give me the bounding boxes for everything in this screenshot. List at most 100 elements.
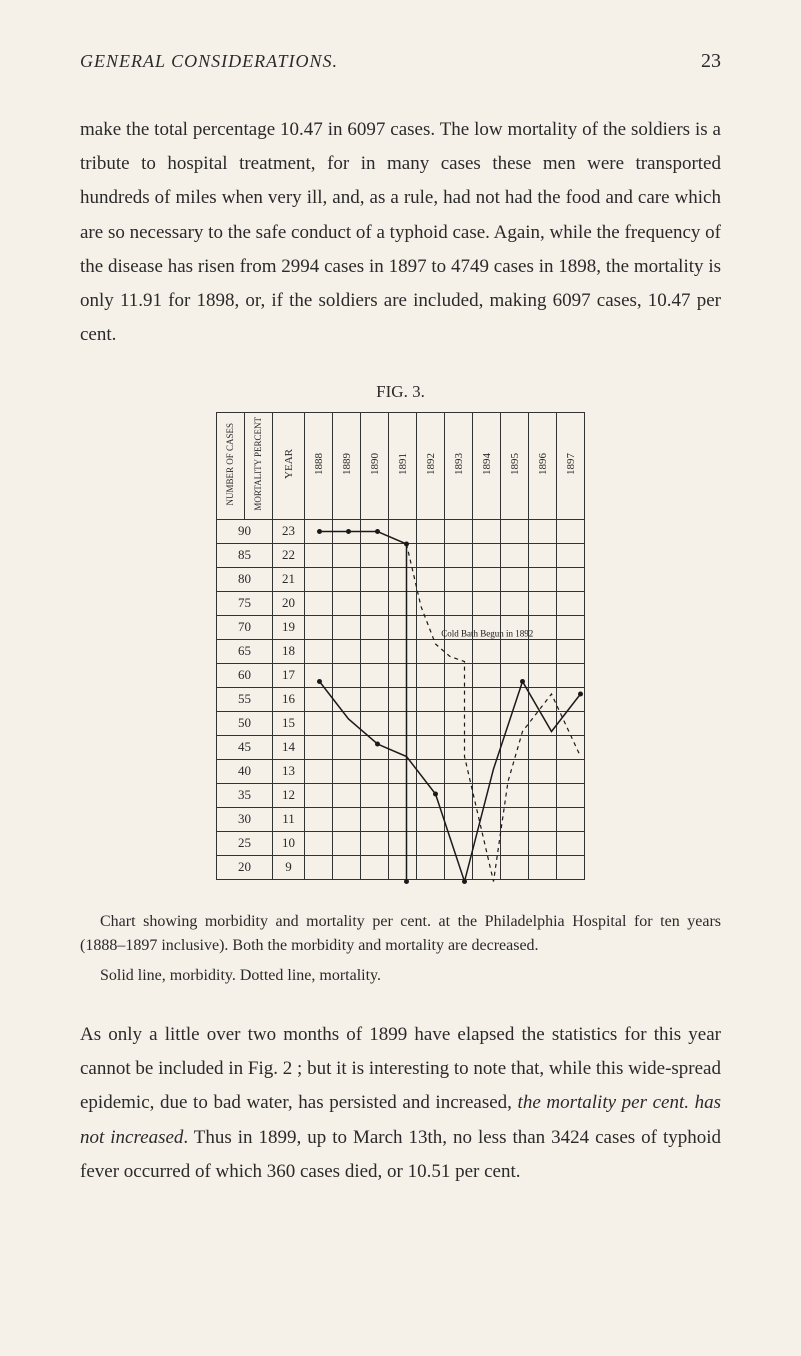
cases-cell: 20 — [217, 855, 273, 879]
grid-cell — [529, 711, 557, 735]
mortality-cell: 21 — [273, 567, 305, 591]
grid-cell — [333, 615, 361, 639]
grid-cell — [501, 831, 529, 855]
grid-cell — [361, 519, 389, 543]
grid-cell — [305, 615, 333, 639]
grid-cell — [417, 687, 445, 711]
grid-cell — [333, 783, 361, 807]
table-row: 7520 — [217, 591, 585, 615]
grid-cell — [417, 519, 445, 543]
grid-cell — [501, 735, 529, 759]
grid-cell — [361, 759, 389, 783]
cases-cell: 40 — [217, 759, 273, 783]
grid-cell — [445, 855, 473, 879]
grid-cell — [305, 687, 333, 711]
mortality-cell: 17 — [273, 663, 305, 687]
grid-cell — [501, 783, 529, 807]
grid-cell — [333, 639, 361, 663]
grid-cell — [473, 783, 501, 807]
grid-cell — [389, 519, 417, 543]
table-row: 4514 — [217, 735, 585, 759]
grid-cell — [361, 687, 389, 711]
mortality-cell: 11 — [273, 807, 305, 831]
grid-cell — [557, 519, 585, 543]
grid-cell — [501, 543, 529, 567]
grid-cell — [557, 639, 585, 663]
table-row: 3011 — [217, 807, 585, 831]
col-header-1894: 1894 — [473, 413, 501, 520]
col-header-1890: 1890 — [361, 413, 389, 520]
table-row: 5015 — [217, 711, 585, 735]
grid-cell — [557, 591, 585, 615]
chart-table: NUMBER OF CASES MORTALITY PERCENT YEAR 1… — [216, 412, 585, 880]
grid-cell — [305, 855, 333, 879]
grid-cell — [529, 759, 557, 783]
grid-cell — [445, 783, 473, 807]
grid-cell — [557, 831, 585, 855]
grid-cell — [333, 591, 361, 615]
grid-cell — [557, 543, 585, 567]
grid-cell — [305, 591, 333, 615]
grid-cell — [473, 591, 501, 615]
page-number: 23 — [701, 50, 721, 73]
running-title: GENERAL CONSIDERATIONS. — [80, 51, 338, 72]
grid-cell — [305, 831, 333, 855]
grid-cell — [389, 735, 417, 759]
mortality-cell: 22 — [273, 543, 305, 567]
grid-cell — [389, 783, 417, 807]
grid-cell — [417, 783, 445, 807]
grid-cell — [529, 783, 557, 807]
grid-cell — [417, 591, 445, 615]
grid-cell — [333, 663, 361, 687]
chart-container: NUMBER OF CASES MORTALITY PERCENT YEAR 1… — [80, 412, 721, 880]
grid-cell — [473, 807, 501, 831]
col-header-1891: 1891 — [389, 413, 417, 520]
grid-cell — [529, 687, 557, 711]
grid-cell — [529, 543, 557, 567]
table-row: 8522 — [217, 543, 585, 567]
grid-cell — [557, 567, 585, 591]
grid-cell — [501, 519, 529, 543]
chart-legend-text: Solid line, morbidity. Dotted line, mort… — [80, 964, 721, 988]
grid-cell — [305, 519, 333, 543]
grid-cell — [529, 807, 557, 831]
chart-description: Chart showing morbidity and mortality pe… — [80, 910, 721, 958]
grid-cell — [501, 711, 529, 735]
grid-cell — [361, 639, 389, 663]
grid-cell — [445, 831, 473, 855]
cases-cell: 50 — [217, 711, 273, 735]
grid-cell — [417, 831, 445, 855]
grid-cell — [529, 639, 557, 663]
grid-cell — [501, 759, 529, 783]
grid-cell — [361, 735, 389, 759]
mortality-cell: 23 — [273, 519, 305, 543]
grid-cell — [445, 687, 473, 711]
grid-cell — [333, 687, 361, 711]
grid-cell — [445, 519, 473, 543]
grid-cell — [389, 855, 417, 879]
grid-cell — [529, 735, 557, 759]
grid-cell — [389, 663, 417, 687]
grid-cell — [389, 807, 417, 831]
grid-cell — [557, 711, 585, 735]
grid-cell — [305, 567, 333, 591]
grid-cell — [529, 663, 557, 687]
grid-cell — [473, 567, 501, 591]
col-header-mortality: MORTALITY PERCENT — [245, 413, 273, 520]
cases-cell: 45 — [217, 735, 273, 759]
grid-cell — [501, 687, 529, 711]
col-header-1892: 1892 — [417, 413, 445, 520]
grid-cell — [557, 735, 585, 759]
grid-cell — [417, 543, 445, 567]
grid-cell — [557, 783, 585, 807]
cases-cell: 25 — [217, 831, 273, 855]
grid-cell — [389, 687, 417, 711]
mortality-cell: 10 — [273, 831, 305, 855]
col-header-cases: NUMBER OF CASES — [217, 413, 245, 520]
mortality-cell: 9 — [273, 855, 305, 879]
grid-cell — [333, 735, 361, 759]
mortality-cell: 14 — [273, 735, 305, 759]
grid-cell — [557, 687, 585, 711]
cases-cell: 85 — [217, 543, 273, 567]
grid-cell — [361, 663, 389, 687]
